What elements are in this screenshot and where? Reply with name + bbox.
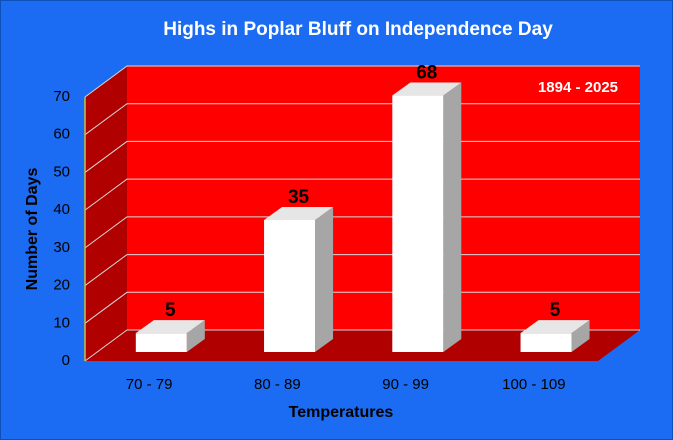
grid-line (84, 216, 640, 249)
chart-title: Highs in Poplar Bluff on Independence Da… (163, 19, 553, 40)
y-tick-label: 60 (53, 126, 70, 143)
y-tick-label: 20 (53, 277, 70, 294)
grid-line (84, 178, 640, 211)
bar (264, 220, 316, 353)
bar (392, 95, 444, 353)
side-wall (85, 66, 127, 361)
value-label: 68 (416, 63, 437, 84)
y-tick-label: 10 (53, 314, 70, 331)
y-tick-label: 40 (53, 201, 70, 218)
y-axis-title: Number of Days (24, 168, 41, 291)
x-tick-label: 90 - 99 (382, 376, 429, 393)
value-label: 5 (550, 300, 561, 321)
bar (135, 333, 187, 353)
y-tick-label: 70 (53, 88, 70, 105)
x-axis-title: Temperatures (289, 404, 394, 421)
x-tick-label: 100 - 109 (502, 376, 565, 393)
bar-side (571, 320, 590, 353)
y-tick-label: 30 (53, 239, 70, 256)
grid-line (84, 254, 640, 286)
bar-top (264, 207, 334, 221)
back-wall (127, 66, 640, 330)
floor (85, 330, 640, 361)
x-tick-label: 70 - 79 (126, 376, 173, 393)
annotation: 1894 - 2025 (538, 79, 618, 96)
grid-line (84, 65, 640, 98)
grid-line (84, 329, 640, 362)
x-tick-label: 80 - 89 (254, 376, 301, 393)
bar-top (135, 320, 205, 334)
bar-top (520, 320, 590, 334)
bar (520, 333, 572, 353)
y-tick-label: 50 (53, 163, 70, 180)
walls (85, 66, 640, 361)
grid-line (84, 103, 640, 136)
bar-top (392, 82, 462, 96)
grid-line (84, 140, 640, 173)
bar-side (443, 82, 462, 353)
value-label: 5 (165, 300, 176, 321)
bar-side (315, 207, 334, 353)
value-label: 35 (288, 187, 310, 208)
bar-side (186, 320, 205, 353)
grid-line (84, 291, 640, 324)
y-tick-label: 0 (62, 352, 70, 369)
